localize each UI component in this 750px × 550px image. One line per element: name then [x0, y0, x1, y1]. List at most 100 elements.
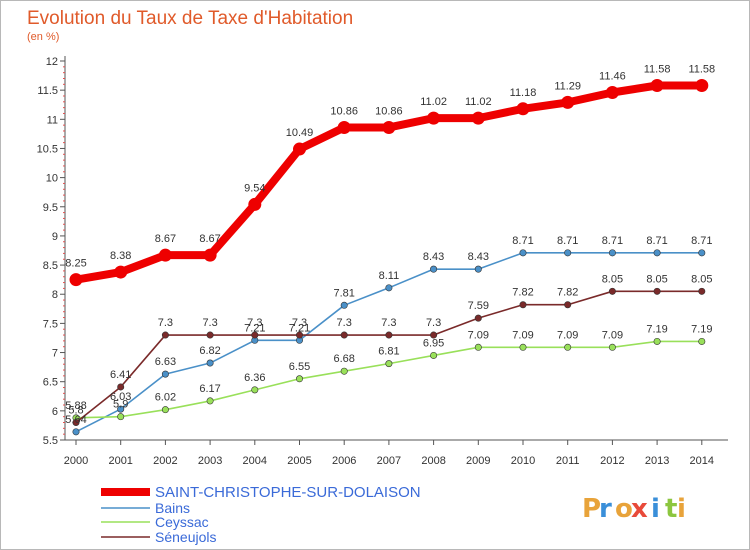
x-tick-label: 2011: [556, 455, 580, 467]
brand-logo-letter: i: [677, 494, 686, 524]
data-point: [114, 265, 128, 279]
x-tick-label: 2012: [600, 455, 624, 467]
data-point: [161, 331, 169, 339]
y-tick-label: 6: [52, 406, 58, 418]
data-label: 6.95: [423, 337, 444, 349]
data-label: 7.3: [202, 317, 217, 329]
x-tick-label: 2006: [332, 455, 356, 467]
data-label: 10.86: [330, 105, 358, 117]
data-label: 6.81: [378, 346, 399, 358]
data-label: 11.02: [465, 96, 492, 108]
data-label: 8.43: [468, 251, 489, 263]
data-label: 11.29: [554, 80, 581, 92]
data-label: 8.11: [379, 270, 400, 282]
x-tick-label: 2005: [287, 455, 311, 467]
brand-logo-letter: i: [651, 494, 660, 524]
data-point: [295, 331, 303, 339]
data-label: 5.8: [68, 405, 83, 417]
data-point: [340, 367, 348, 375]
y-tick-label: 8.5: [43, 260, 58, 272]
data-label: 6.68: [333, 353, 354, 365]
data-point: [430, 351, 438, 359]
x-tick-label: 2002: [153, 455, 177, 467]
data-label: 7.81: [333, 287, 354, 299]
brand-logo-letter: x: [631, 494, 648, 524]
data-label: 6.03: [110, 391, 131, 403]
data-label: 7.19: [646, 323, 667, 335]
data-point: [158, 248, 172, 262]
data-point: [117, 383, 125, 391]
data-label: 7.21: [289, 322, 310, 334]
data-point: [519, 249, 527, 257]
data-point: [519, 343, 527, 351]
data-label: 6.02: [155, 392, 176, 404]
data-point: [340, 301, 348, 309]
data-point: [516, 102, 530, 116]
y-tick-label: 8: [52, 289, 58, 301]
y-tick-label: 7: [52, 348, 58, 360]
x-tick-label: 2000: [64, 455, 88, 467]
data-label: 6.41: [110, 369, 131, 381]
data-point: [340, 331, 348, 339]
data-point: [564, 301, 572, 309]
data-point: [203, 248, 217, 262]
data-point: [161, 370, 169, 378]
data-label: 7.3: [158, 317, 173, 329]
y-tick-label: 5.5: [43, 435, 58, 447]
data-point: [564, 249, 572, 257]
y-tick-label: 10: [46, 173, 58, 185]
data-point: [385, 331, 393, 339]
data-label: 6.36: [244, 372, 265, 384]
chart-title: Evolution du Taux de Taxe d'Habitation: [27, 8, 353, 29]
data-point: [471, 111, 485, 125]
y-tick-label: 6.5: [43, 377, 58, 389]
data-label: 7.82: [512, 287, 533, 299]
y-tick-label: 10.5: [37, 143, 58, 155]
data-label: 5.64: [65, 414, 86, 426]
data-label: 11.18: [510, 87, 537, 99]
data-label: 8.05: [691, 273, 712, 285]
data-label: 8.43: [423, 251, 444, 263]
data-label: 8.71: [512, 235, 533, 247]
data-point: [427, 111, 441, 125]
data-label: 6.82: [199, 345, 220, 357]
data-label: 6.63: [155, 356, 176, 368]
data-label: 8.67: [155, 233, 176, 245]
data-point: [561, 95, 575, 109]
data-point: [519, 301, 527, 309]
data-label: 8.71: [691, 235, 712, 247]
data-label: 7.3: [292, 317, 307, 329]
data-label: 7.3: [426, 317, 441, 329]
data-label: 7.19: [691, 323, 712, 335]
data-point: [337, 120, 351, 134]
data-point: [474, 314, 482, 322]
data-point: [695, 78, 709, 92]
data-point: [698, 337, 706, 345]
data-label: 7.09: [557, 329, 578, 341]
legend-label: Séneujols: [155, 529, 217, 545]
data-label: 11.46: [599, 70, 626, 82]
data-label: 8.38: [110, 250, 131, 262]
data-label: 7.21: [244, 322, 265, 334]
data-point: [650, 78, 664, 92]
data-point: [295, 375, 303, 383]
data-label: 7.09: [512, 329, 533, 341]
data-point: [251, 386, 259, 394]
data-label: 7.82: [557, 287, 578, 299]
data-label: 10.49: [286, 127, 314, 139]
data-label: 8.67: [199, 233, 220, 245]
legend-label: Ceyssac: [155, 514, 209, 530]
data-point: [605, 85, 619, 99]
data-point: [430, 331, 438, 339]
data-point: [206, 359, 214, 367]
x-tick-label: 2008: [421, 455, 445, 467]
legend-label: Bains: [155, 500, 190, 516]
data-point: [474, 343, 482, 351]
data-point: [293, 142, 306, 156]
data-label: 11.02: [420, 96, 447, 108]
brand-logo-letter: r: [599, 494, 612, 524]
x-tick-label: 2014: [690, 455, 714, 467]
data-label: 6.17: [199, 383, 220, 395]
data-point: [382, 120, 396, 134]
